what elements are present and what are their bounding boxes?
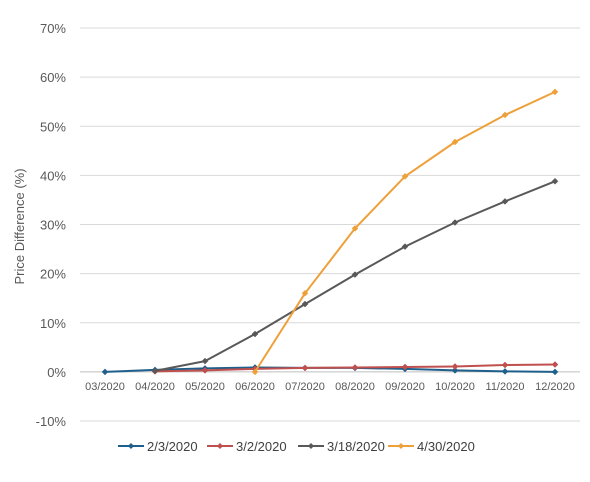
data-point: [551, 361, 559, 368]
data-point: [151, 367, 159, 375]
series-line-4: [254, 90, 556, 373]
x-tick-label: 12/2020: [535, 381, 575, 393]
data-point: [351, 364, 359, 371]
data-point: [301, 300, 309, 308]
y-tick-label: 10%: [40, 316, 66, 331]
data-point: [551, 177, 559, 185]
x-tick-label: 03/2020: [85, 381, 125, 393]
y-tick-label: 20%: [40, 267, 66, 282]
data-point: [351, 225, 359, 232]
data-point: [451, 363, 459, 370]
y-tick-label: 0%: [47, 365, 66, 380]
data-point: [301, 364, 309, 372]
legend-marker: [398, 443, 404, 449]
y-tick-label: 70%: [40, 21, 66, 36]
data-point: [551, 88, 559, 96]
data-point: [201, 357, 209, 365]
y-tick-label: 40%: [40, 168, 66, 183]
legend-label: 2/3/2020: [147, 439, 198, 454]
legend-marker: [308, 443, 314, 449]
data-point: [451, 219, 459, 226]
data-point: [401, 173, 409, 180]
data-point: [301, 289, 309, 297]
data-point: [501, 368, 509, 375]
data-point: [501, 198, 509, 205]
data-point: [501, 111, 509, 119]
x-tick-label: 04/2020: [135, 381, 175, 393]
data-point: [551, 368, 559, 376]
y-tick-label: 60%: [40, 70, 66, 85]
x-tick-label: 05/2020: [185, 381, 225, 393]
legend-label: 3/2/2020: [236, 439, 287, 454]
x-tick-label: 06/2020: [235, 381, 275, 393]
data-point: [201, 367, 209, 374]
x-tick-label: 11/2020: [486, 381, 525, 393]
x-tick-label: 08/2020: [335, 381, 375, 393]
x-tick-label: 07/2020: [285, 381, 325, 393]
data-point: [451, 138, 459, 146]
data-point: [451, 367, 459, 374]
y-tick-label: 30%: [40, 218, 66, 233]
y-tick-label: 50%: [40, 119, 66, 134]
data-point: [501, 361, 509, 369]
data-point: [251, 330, 259, 338]
y-tick-label: -10%: [36, 414, 67, 429]
legend-marker: [128, 443, 134, 449]
data-point: [101, 368, 109, 376]
data-point: [401, 243, 409, 250]
x-tick-label: 10/2020: [435, 381, 475, 393]
y-axis-title: Price Difference (%): [12, 168, 27, 284]
data-point: [251, 368, 259, 376]
data-point: [401, 363, 409, 371]
legend-marker: [217, 443, 223, 449]
legend-label: 3/18/2020: [327, 439, 385, 454]
data-point: [351, 271, 359, 278]
x-tick-label: 09/2020: [385, 381, 425, 393]
legend-label: 4/30/2020: [417, 439, 475, 454]
